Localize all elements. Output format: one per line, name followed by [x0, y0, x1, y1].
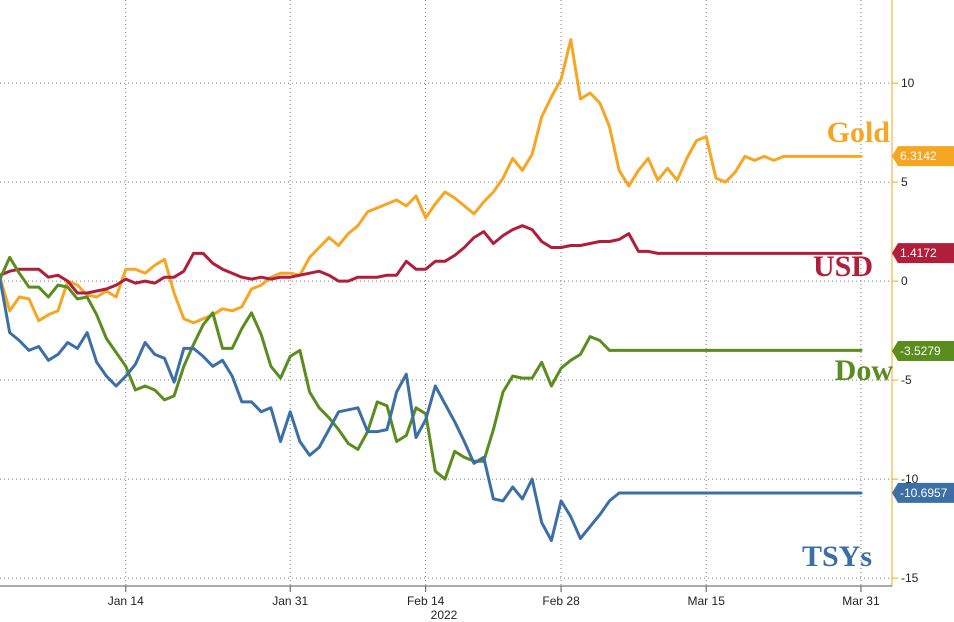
series-name-tsys: TSYs	[802, 540, 872, 573]
end-badge-shape	[892, 340, 954, 361]
series-lines	[0, 38, 863, 542]
end-badge-shape	[892, 146, 954, 167]
end-badge-dow: -3.5279	[892, 340, 954, 361]
x-tick-label: Feb 14	[407, 594, 445, 608]
y-tick-label: -10	[901, 472, 919, 486]
series-name-dow: Dow	[835, 354, 894, 387]
end-badge-value: -3.5279	[900, 344, 941, 358]
end-badge-usd: 1.4172	[892, 243, 954, 264]
series-line-tsys	[0, 277, 863, 542]
grid	[0, 0, 892, 586]
series-names: Gold USD Dow TSYs	[802, 116, 893, 573]
axis-ticks: -15 -10 -5 0 5 10 Jan 14 Jan 31 Feb 14 Feb 28 Mar …	[108, 76, 919, 608]
y-tick-label: -15	[901, 571, 919, 585]
x-tick-label: Feb 28	[542, 594, 580, 608]
series-name-gold: Gold	[827, 116, 891, 149]
series-line-usd	[0, 224, 863, 295]
series-line-dow	[0, 255, 863, 481]
end-badge-value: 1.4172	[900, 246, 937, 260]
x-tick-label: Jan 14	[108, 594, 144, 608]
end-badge-value: -10.6957	[900, 486, 948, 500]
end-value-badges: 6.3142 1.4172 -3.5279 -10.6957	[892, 146, 954, 503]
x-tick-label: Jan 31	[272, 594, 308, 608]
end-badge-shape	[892, 243, 954, 264]
y-tick-label: -5	[901, 373, 912, 387]
end-badge-gold: 6.3142	[892, 146, 954, 167]
y-tick-label: 0	[901, 274, 908, 288]
x-year-label: 2022	[431, 608, 458, 622]
end-badge-tsys: -10.6957	[892, 482, 954, 503]
end-badge-value: 6.3142	[900, 149, 937, 163]
y-tick-label: 5	[901, 175, 908, 189]
x-tick-label: Mar 15	[688, 594, 726, 608]
series-line-gold	[0, 38, 863, 325]
series-name-usd: USD	[813, 250, 873, 283]
end-badge-shape	[892, 482, 954, 503]
x-tick-label: Mar 31	[842, 594, 880, 608]
y-tick-label: 10	[901, 76, 915, 90]
